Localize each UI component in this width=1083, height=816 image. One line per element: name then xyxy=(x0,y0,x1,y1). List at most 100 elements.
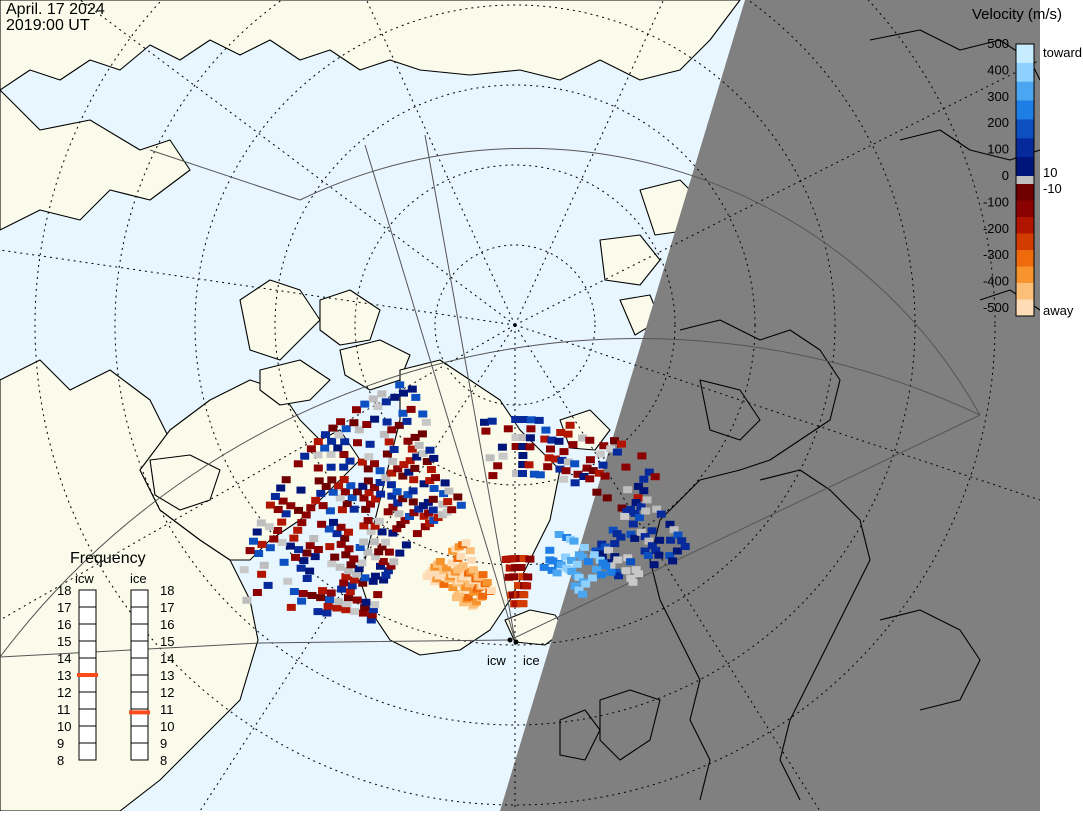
velocity-cell xyxy=(344,594,353,602)
velocity-cell xyxy=(381,474,391,482)
velocity-cell xyxy=(370,484,379,491)
velocity-cell xyxy=(368,395,378,403)
velocity-cell xyxy=(438,500,448,508)
velocity-cell xyxy=(411,393,421,401)
velocity-cell xyxy=(359,522,369,530)
velocity-cell xyxy=(561,553,570,561)
velocity-cell xyxy=(458,562,468,570)
velocity-cell xyxy=(364,453,374,461)
velocity-cell xyxy=(547,566,557,574)
velocity-cell xyxy=(367,611,377,619)
velocity-cell xyxy=(398,409,408,417)
velocity-cell xyxy=(341,606,351,614)
velocity-tick-label: 100 xyxy=(987,142,1009,157)
velocity-cell xyxy=(299,557,309,565)
velocity-cell xyxy=(368,577,378,585)
velocity-cell xyxy=(511,600,521,608)
velocity-cell xyxy=(344,528,353,536)
velocity-cell xyxy=(365,440,375,448)
velocity-cell xyxy=(277,539,287,546)
velocity-cell xyxy=(529,470,539,478)
velocity-cell xyxy=(563,430,573,438)
velocity-tick-label: -400 xyxy=(983,274,1009,289)
velocity-cell xyxy=(569,537,579,545)
velocity-cell xyxy=(388,457,398,465)
frequency-scale: 18 18 17 17 16 16 15 15 14 14 13 13 12 12 11 11 10 10 9 9 8 8 xyxy=(57,583,174,768)
velocity-cell xyxy=(680,543,690,550)
velocity-cell xyxy=(410,433,420,441)
frequency-cell xyxy=(130,640,149,659)
night-region xyxy=(500,0,1040,811)
velocity-cell xyxy=(394,510,404,518)
velocity-cell xyxy=(601,562,611,570)
frequency-scale-label: 10 xyxy=(57,719,71,734)
velocity-cell xyxy=(672,547,682,555)
velocity-cell xyxy=(621,463,631,471)
velocity-cell xyxy=(525,555,535,563)
velocity-cell xyxy=(339,463,349,471)
frequency-scale-label: 15 xyxy=(57,634,71,649)
velocity-color-away xyxy=(1016,266,1034,284)
velocity-cell xyxy=(487,417,497,425)
frequency-scale-label: 13 xyxy=(160,668,174,683)
velocity-cell xyxy=(336,540,346,548)
velocity-cell xyxy=(313,451,323,459)
velocity-cell xyxy=(544,454,554,462)
velocity-cell xyxy=(548,557,558,565)
velocity-cell xyxy=(640,533,650,541)
velocity-color-away xyxy=(1016,200,1034,218)
velocity-cell xyxy=(573,470,583,478)
velocity-cell xyxy=(379,576,389,584)
velocity-cell xyxy=(570,460,580,468)
velocity-cell xyxy=(387,469,397,477)
velocity-neg-label: -10 xyxy=(1043,181,1062,196)
velocity-cell xyxy=(363,548,373,556)
velocity-color-away xyxy=(1016,233,1034,251)
velocity-cell xyxy=(649,561,659,569)
velocity-cell xyxy=(405,513,414,520)
velocity-cell xyxy=(326,589,336,597)
velocity-cell xyxy=(333,444,343,452)
velocity-cell xyxy=(249,537,258,545)
velocity-cell xyxy=(471,598,481,606)
velocity-cell xyxy=(344,545,354,553)
velocity-cell xyxy=(394,421,404,429)
velocity-colorbar-frame xyxy=(1015,43,1035,317)
velocity-color-toward xyxy=(1016,157,1034,177)
velocity-cell xyxy=(407,385,417,393)
velocity-cell xyxy=(552,569,562,577)
velocity-cell xyxy=(635,514,644,521)
velocity-cell xyxy=(381,571,391,579)
velocity-cell xyxy=(374,548,384,556)
velocity-color-away xyxy=(1016,299,1034,317)
velocity-cell xyxy=(579,543,589,551)
velocity-cell xyxy=(360,574,370,582)
velocity-cell xyxy=(595,450,605,458)
velocity-cell xyxy=(379,430,389,438)
velocity-cell xyxy=(669,526,679,534)
velocity-color-toward xyxy=(1016,138,1034,158)
velocity-cell xyxy=(403,491,413,499)
velocity-cell xyxy=(647,542,657,550)
velocity-cell xyxy=(563,458,573,466)
velocity-cell xyxy=(335,494,345,502)
frequency-marker-icw xyxy=(77,673,98,677)
velocity-cell xyxy=(540,435,550,443)
velocity-cell xyxy=(388,503,398,511)
velocity-cell xyxy=(633,494,643,502)
velocity-cell xyxy=(578,590,588,598)
velocity-cell xyxy=(565,421,575,429)
velocity-cell xyxy=(326,463,336,471)
velocity-cell xyxy=(389,558,399,566)
velocity-cell xyxy=(346,482,356,490)
frequency-scale-label: 13 xyxy=(57,668,71,683)
velocity-cell xyxy=(325,596,334,604)
frequency-cell xyxy=(130,674,149,693)
velocity-cell xyxy=(518,443,528,450)
velocity-cell xyxy=(519,555,529,563)
radar-site-ice-marker xyxy=(513,639,519,645)
latitude-circles xyxy=(34,0,996,806)
velocity-cell xyxy=(334,482,344,490)
velocity-cell xyxy=(339,451,349,458)
velocity-cell xyxy=(389,446,399,453)
